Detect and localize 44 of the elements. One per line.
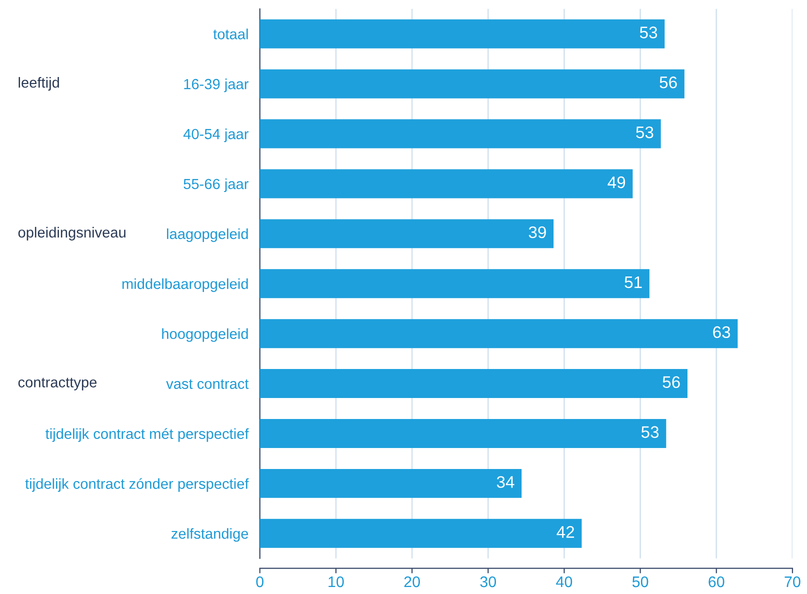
data-label: 34 bbox=[496, 476, 514, 488]
y-tick-label: 16-39 jaar bbox=[184, 78, 249, 92]
text: opleidingsniveau bbox=[18, 226, 126, 240]
bar bbox=[260, 269, 650, 298]
bar bbox=[260, 119, 661, 148]
y-tick-label: tijdelijk contract zónder perspectief bbox=[25, 478, 249, 492]
y-tick-label: laagopgeleid bbox=[167, 228, 248, 242]
data-label: 53 bbox=[640, 26, 658, 38]
bar bbox=[260, 69, 684, 98]
data-label: 53 bbox=[636, 126, 654, 138]
bar bbox=[260, 468, 522, 498]
x-tick-label: 60 bbox=[708, 576, 724, 588]
x-tick-label: 40 bbox=[556, 576, 572, 588]
y-tick-label: 40-54 jaar bbox=[183, 128, 249, 142]
data-label: 56 bbox=[660, 76, 677, 88]
bar bbox=[260, 169, 633, 198]
bar bbox=[260, 369, 688, 398]
bar bbox=[260, 219, 554, 248]
data-label: 49 bbox=[608, 176, 626, 188]
x-tick-label: 50 bbox=[632, 576, 648, 588]
x-tick-label: 70 bbox=[784, 576, 800, 588]
data-label: 51 bbox=[624, 276, 642, 288]
x-tick-label: 0 bbox=[256, 576, 264, 588]
y-tick-label: hoogopgeleid bbox=[162, 328, 248, 342]
bar bbox=[260, 419, 666, 448]
y-tick-label: zelfstandige bbox=[172, 528, 248, 542]
bar bbox=[260, 518, 582, 548]
data-label: 53 bbox=[641, 426, 659, 438]
x-tick-label: 20 bbox=[404, 576, 420, 588]
data-label: 56 bbox=[662, 376, 680, 388]
data-label: 42 bbox=[556, 526, 574, 538]
y-tick-label: tijdelijk contract mét perspectief bbox=[46, 428, 249, 442]
y-tick-label: totaal bbox=[213, 28, 248, 40]
text: leeftijd bbox=[18, 77, 59, 91]
y-tick-label: middelbaaropgeleid bbox=[122, 278, 248, 292]
text: contracttype bbox=[18, 378, 97, 390]
data-label: 39 bbox=[528, 226, 546, 238]
x-tick-label: 10 bbox=[328, 576, 344, 588]
data-label: 63 bbox=[713, 326, 730, 338]
y-tick-label: 55-66 jaar bbox=[184, 178, 249, 192]
bar bbox=[260, 19, 665, 48]
x-tick-label: 30 bbox=[480, 576, 496, 588]
bar bbox=[260, 319, 738, 348]
y-tick-label: vast contract bbox=[166, 379, 249, 389]
